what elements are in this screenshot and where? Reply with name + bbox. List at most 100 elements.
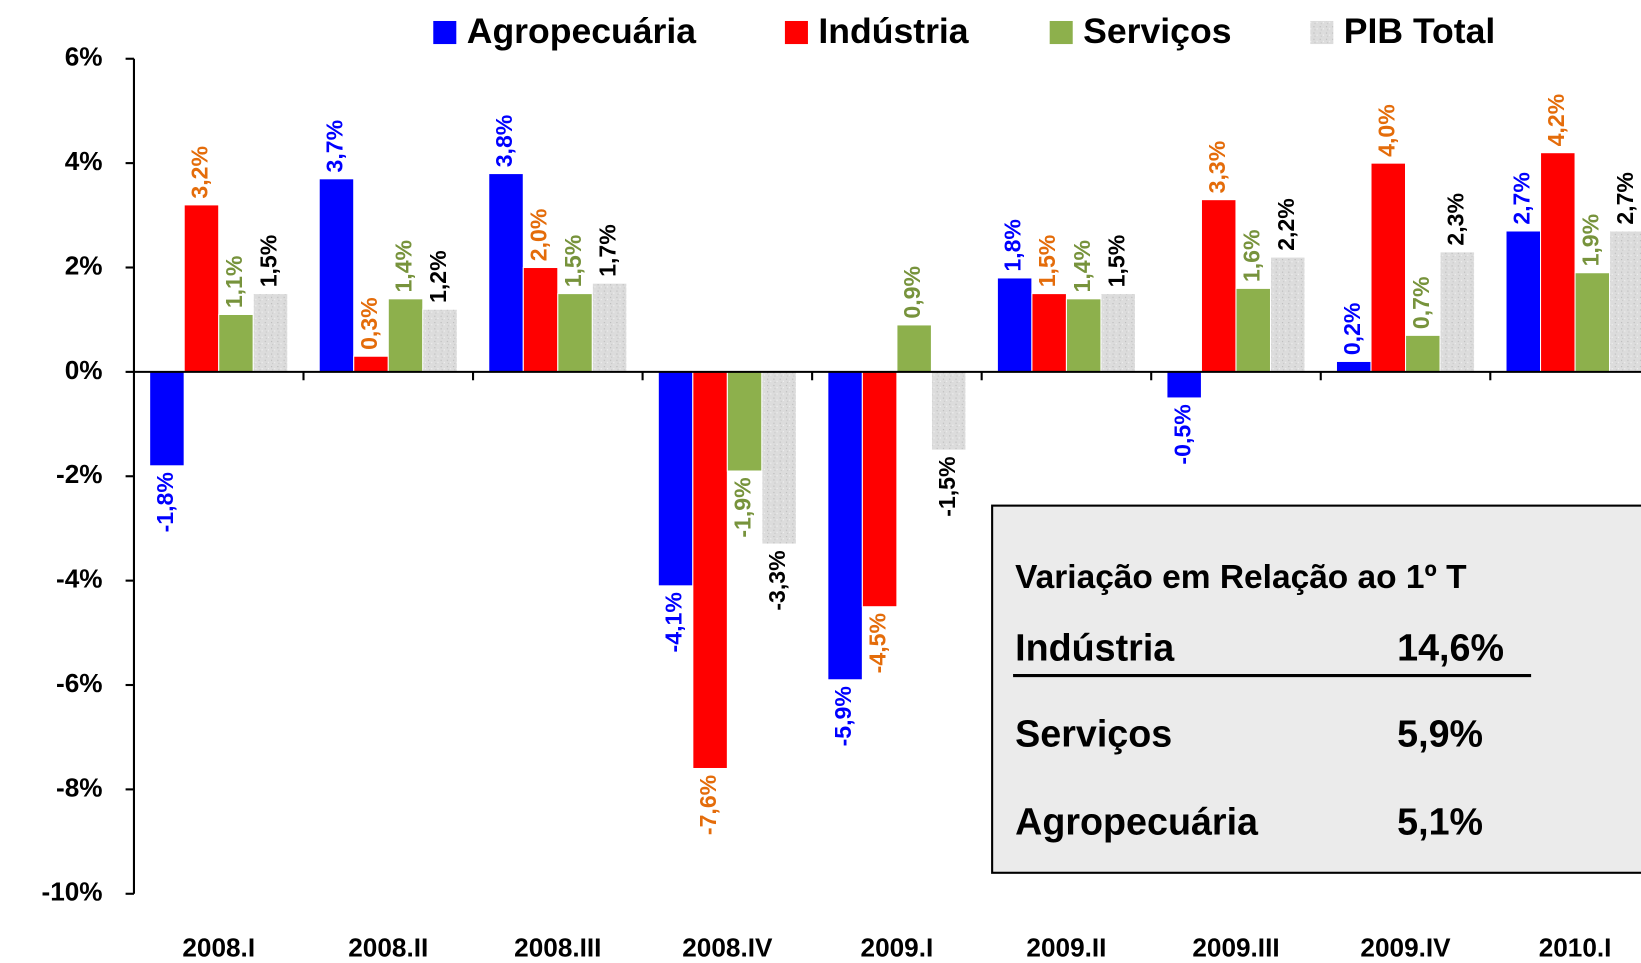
bar <box>422 308 458 373</box>
x-tick-label: 2008.I <box>182 932 255 962</box>
value-label: -1,5% <box>934 456 960 516</box>
bar <box>896 324 932 373</box>
bar <box>1100 293 1137 373</box>
bar <box>488 173 524 373</box>
y-tick-label: 4% <box>65 146 103 176</box>
value-label: 1,4% <box>391 240 417 293</box>
bar <box>1235 287 1272 373</box>
bar <box>252 293 289 373</box>
x-tick-label: 2008.IV <box>682 932 773 962</box>
bar <box>726 371 763 472</box>
bar <box>1065 298 1102 373</box>
inset-label: Indústria <box>1015 626 1175 668</box>
bar <box>1540 152 1576 373</box>
bar <box>657 371 694 587</box>
bar <box>183 204 220 373</box>
bar <box>1031 293 1067 373</box>
legend-swatch <box>784 20 808 45</box>
y-tick-label: -8% <box>56 772 103 802</box>
value-label: 2,7% <box>1612 172 1638 225</box>
value-label: 1,4% <box>1069 240 1095 293</box>
value-label: 0,2% <box>1339 303 1365 356</box>
x-tick-label: 2009.IV <box>1360 932 1451 962</box>
value-label: -1,8% <box>152 472 178 532</box>
bar <box>1370 162 1407 373</box>
value-label: 0,7% <box>1408 276 1434 329</box>
value-label: 1,6% <box>1238 229 1264 282</box>
value-label: 3,3% <box>1204 141 1230 194</box>
y-tick-label: -2% <box>56 459 103 489</box>
legend-label: Serviços <box>1083 11 1231 51</box>
legend-swatch <box>1049 20 1073 45</box>
value-label: 4,2% <box>1543 94 1569 147</box>
value-label: 0,3% <box>356 297 382 350</box>
bar <box>1200 199 1237 373</box>
value-label: 3,2% <box>187 146 213 199</box>
inset-value: 5,1% <box>1397 800 1483 842</box>
y-tick-label: -4% <box>56 564 103 594</box>
bar <box>149 371 185 467</box>
bar <box>1166 371 1202 399</box>
bar <box>318 178 355 373</box>
x-tick-label: 2010.I <box>1539 932 1612 962</box>
bar <box>1439 251 1476 373</box>
bar <box>692 371 728 770</box>
x-tick-label: 2008.II <box>348 932 428 962</box>
value-label: 1,5% <box>1103 235 1129 288</box>
bar <box>1505 230 1542 373</box>
bar <box>557 293 593 373</box>
bar <box>1609 230 1641 373</box>
bar <box>861 371 898 608</box>
legend-label: PIB Total <box>1344 11 1495 51</box>
bar <box>1335 360 1372 373</box>
inset-label: Serviços <box>1015 712 1172 754</box>
bar <box>996 277 1033 373</box>
value-label: 2,0% <box>526 209 552 262</box>
value-label: -1,9% <box>730 477 756 537</box>
bar <box>761 371 797 545</box>
bar <box>353 355 389 373</box>
y-tick-label: -10% <box>41 877 102 907</box>
value-label: -4,5% <box>865 613 891 673</box>
value-label: 1,2% <box>425 250 451 303</box>
inset-label: Agropecuária <box>1015 800 1259 842</box>
x-tick-label: 2009.II <box>1026 932 1106 962</box>
value-label: 1,5% <box>560 235 586 288</box>
inset-title: Variação em Relação ao 1º T <box>1015 559 1467 596</box>
legend-label: Indústria <box>818 11 969 51</box>
bar <box>1574 272 1611 373</box>
y-tick-label: 0% <box>65 355 103 385</box>
bar <box>827 371 863 681</box>
value-label: 1,7% <box>595 224 621 277</box>
value-label: 4,0% <box>1373 104 1399 157</box>
value-label: 0,9% <box>899 266 925 319</box>
value-label: 1,1% <box>221 256 247 309</box>
bar <box>930 371 967 451</box>
x-tick-label: 2009.III <box>1192 932 1279 962</box>
legend-label: Agropecuária <box>467 11 697 51</box>
value-label: 2,3% <box>1442 193 1468 246</box>
value-label: -3,3% <box>764 550 790 610</box>
value-label: -5,9% <box>830 686 856 746</box>
bar <box>218 313 254 373</box>
legend-swatch <box>433 20 457 45</box>
bar <box>591 282 628 373</box>
value-label: 3,7% <box>322 120 348 173</box>
value-label: 1,9% <box>1577 214 1603 267</box>
inset-box: Variação em Relação ao 1º T Indústria 14… <box>991 504 1641 874</box>
value-label: 1,5% <box>256 235 282 288</box>
inset-value: 14,6% <box>1397 626 1504 668</box>
value-label: -7,6% <box>695 775 721 835</box>
x-tick-label: 2008.III <box>514 932 601 962</box>
value-label: -4,1% <box>661 592 687 652</box>
x-tick-label: 2009.I <box>861 932 934 962</box>
value-label: -0,5% <box>1169 404 1195 464</box>
value-label: 1,5% <box>1034 235 1060 288</box>
inset-value: 5,9% <box>1397 712 1483 754</box>
value-label: 2,7% <box>1508 172 1534 225</box>
inset-frame <box>991 504 1641 874</box>
value-label: 2,2% <box>1273 198 1299 251</box>
y-tick-label: 6% <box>65 42 103 72</box>
